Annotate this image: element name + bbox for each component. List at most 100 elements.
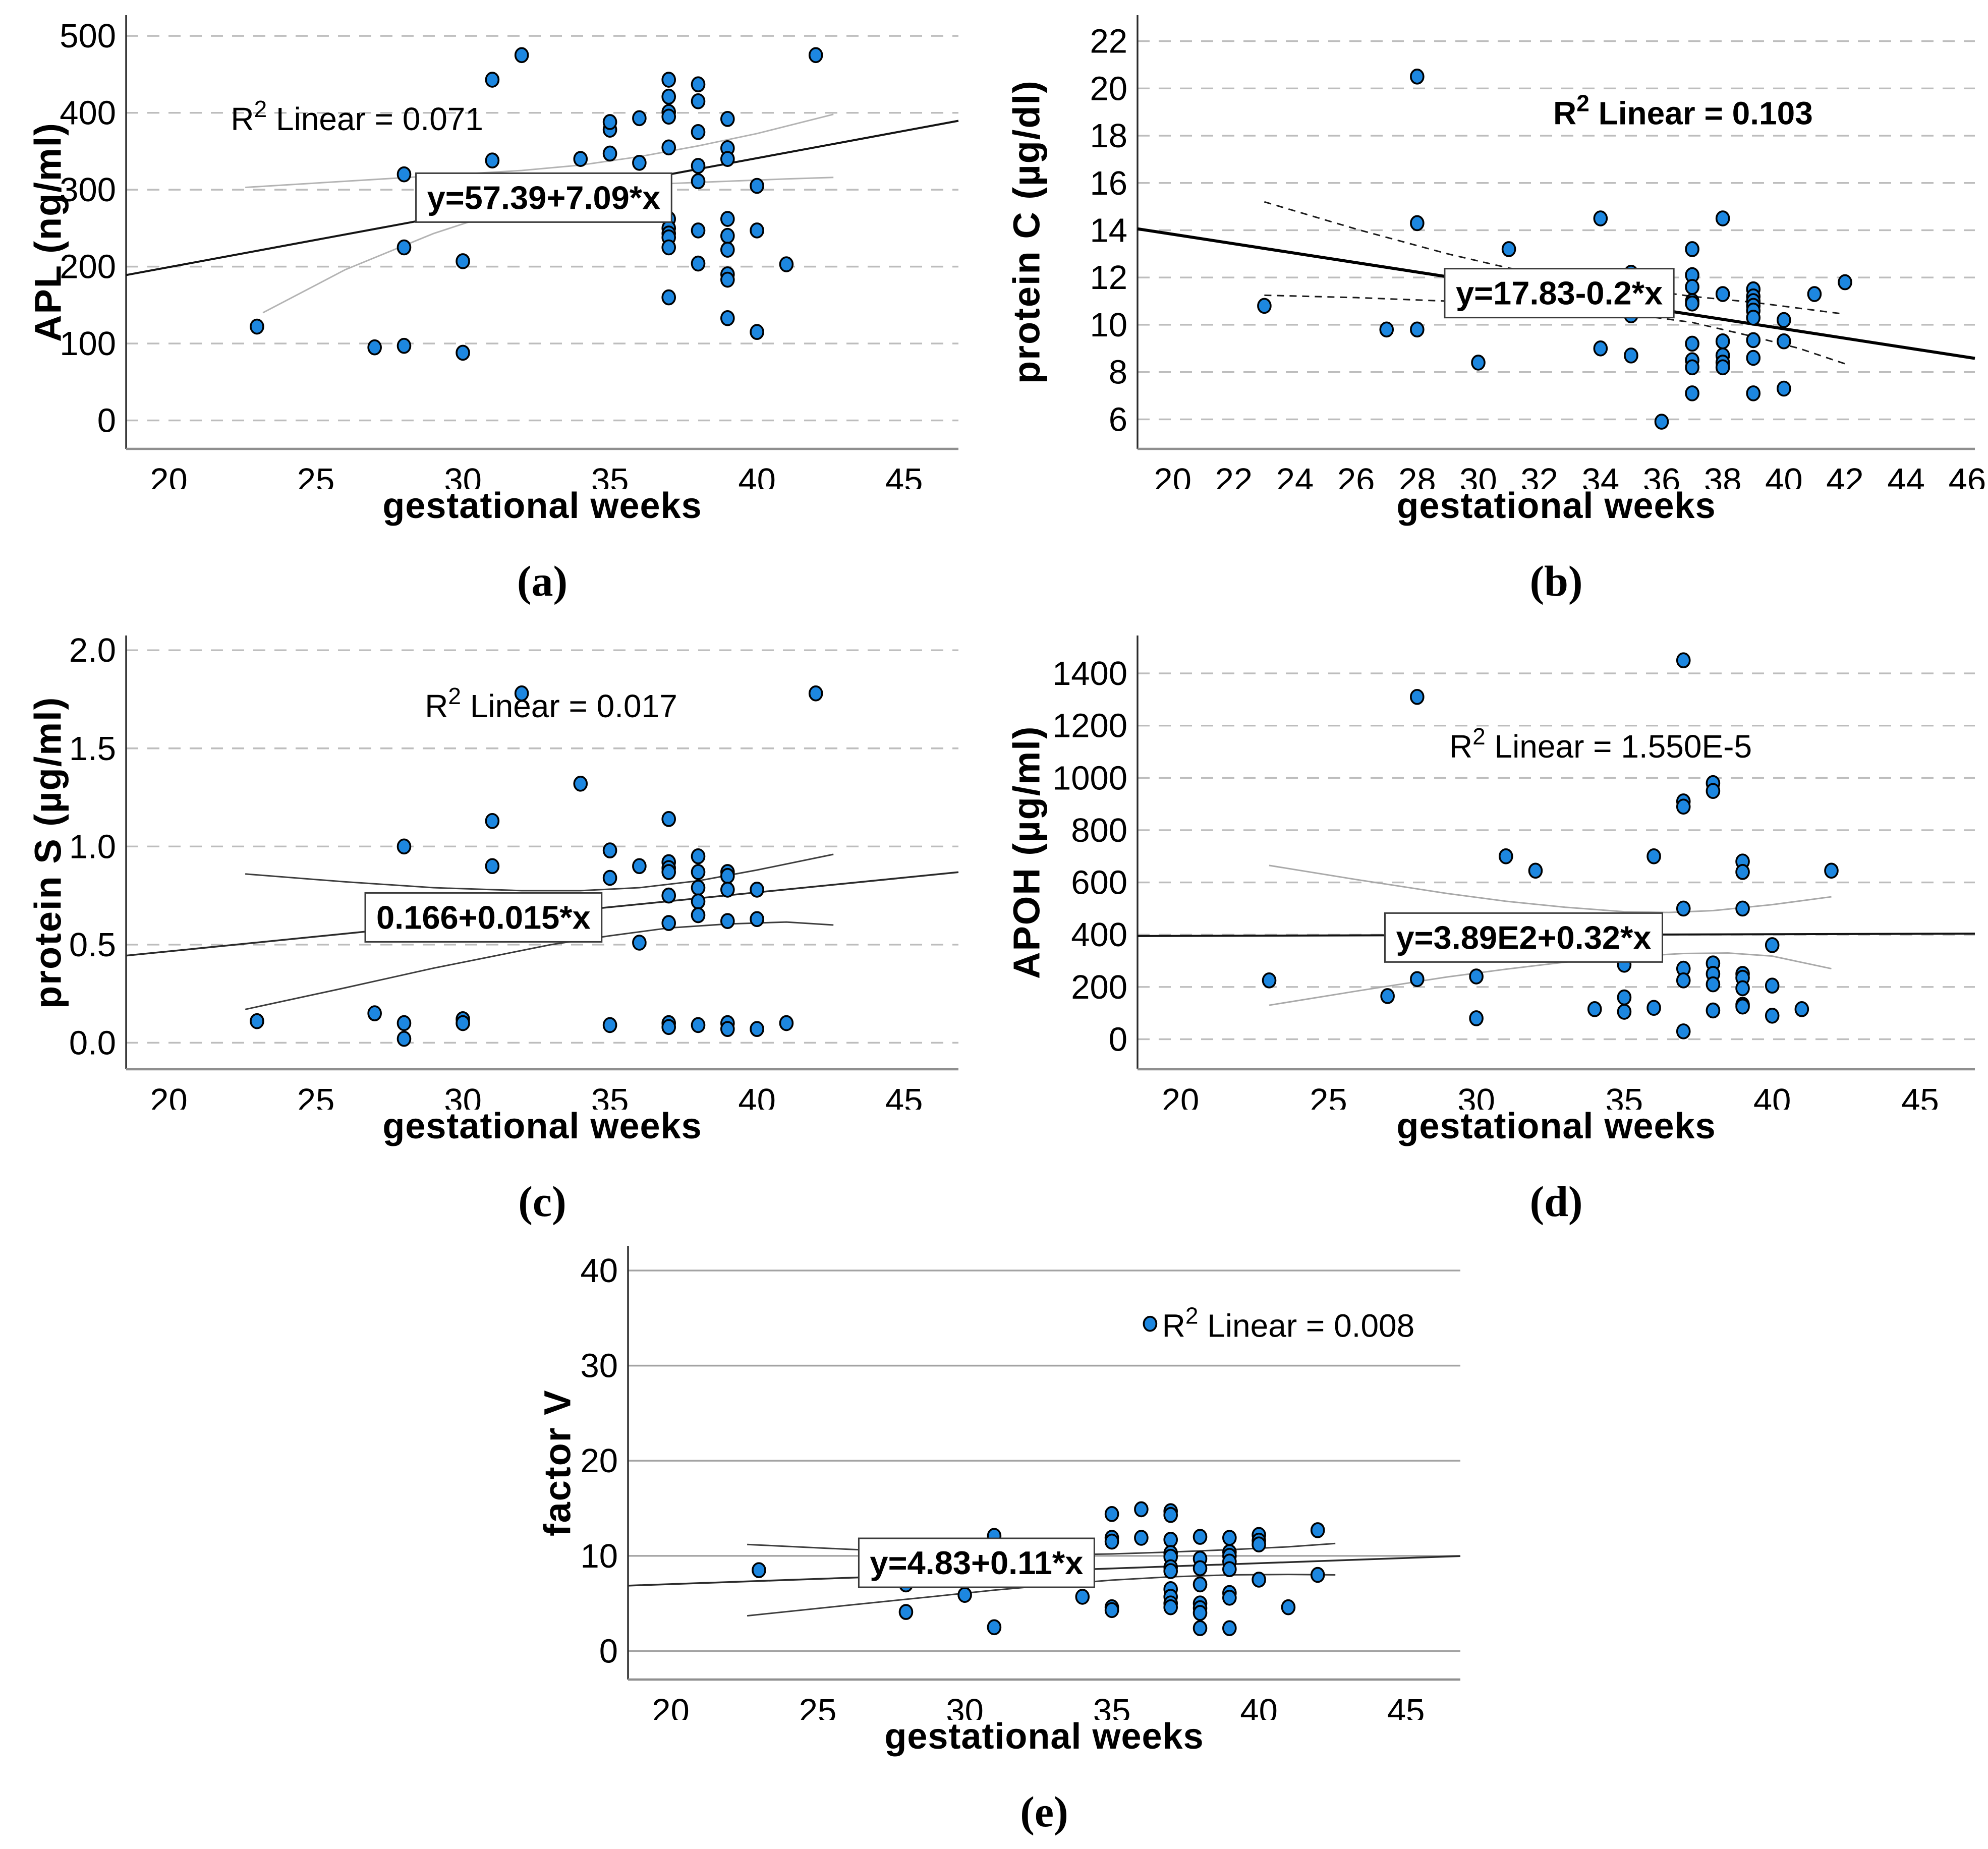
data-point — [1410, 321, 1425, 338]
scatter-plot-c: R2 Linear = 0.017 0.0 0.5 1.0 1.5 2.0 20 25 30 35… — [69, 631, 959, 1110]
data-point — [720, 310, 735, 326]
data-point — [1163, 1599, 1178, 1615]
data-point — [808, 685, 823, 702]
y-tick-label: 500 — [60, 17, 116, 55]
data-point — [720, 227, 735, 244]
data-point — [1746, 350, 1761, 366]
y-tick-label: 1400 — [1052, 655, 1127, 692]
equation-box — [858, 1537, 1095, 1588]
data-point — [1104, 1533, 1119, 1550]
data-point — [661, 139, 676, 156]
data-point — [1471, 355, 1486, 371]
data-point — [396, 1030, 412, 1047]
data-point — [1685, 335, 1699, 352]
data-point — [602, 1017, 617, 1033]
data-point — [1777, 380, 1791, 397]
x-tick-label: 20 — [150, 1082, 188, 1110]
data-point — [1676, 798, 1691, 815]
data-point — [1593, 210, 1608, 226]
data-point — [1706, 976, 1721, 993]
data-point — [1685, 385, 1699, 401]
data-point — [1715, 333, 1730, 350]
data-point — [1528, 862, 1543, 879]
data-point — [1706, 1002, 1721, 1019]
x-axis-title: gestational weeks — [382, 1106, 702, 1146]
data-point — [1410, 69, 1425, 85]
panel-e: factor V R2 Linear = 0.008 0 10 20 30 40 20 25 3… — [520, 1236, 1478, 1849]
data-point — [1706, 783, 1721, 799]
data-point — [1410, 971, 1425, 988]
data-point — [1192, 1620, 1208, 1636]
equation-label: 0.166+0.015*x — [376, 899, 591, 936]
data-point — [750, 178, 764, 194]
y-tick-label: 400 — [1071, 916, 1127, 954]
data-point — [1310, 1567, 1325, 1583]
data-point — [573, 776, 588, 792]
x-tick-label: 24 — [1276, 461, 1314, 489]
equation-box — [364, 892, 603, 943]
data-point — [1281, 1599, 1296, 1615]
data-point — [1646, 1000, 1661, 1016]
x-tick-label: 30 — [444, 1082, 482, 1110]
x-tick-label: 30 — [444, 461, 482, 489]
y-tick-label: 0.0 — [69, 1024, 116, 1062]
data-point — [779, 256, 794, 272]
data-point — [396, 166, 412, 183]
panel-b: protein C (µg/dl) R2 Linear = 0.103 6 8 10 1… — [989, 5, 1988, 620]
data-point — [691, 222, 706, 239]
y-tick-label: 1200 — [1052, 707, 1127, 745]
data-point — [1807, 286, 1822, 302]
r-squared-label: R2 Linear = 0.008 — [1162, 1302, 1415, 1344]
data-point — [1163, 1507, 1178, 1523]
data-point — [691, 893, 706, 910]
x-tick-label: 35 — [1093, 1692, 1131, 1720]
y-tick-label: 22 — [1090, 23, 1127, 61]
data-point — [1469, 1010, 1484, 1026]
data-point — [1192, 1605, 1208, 1621]
y-tick-label: 200 — [60, 248, 116, 286]
data-point — [514, 47, 529, 64]
data-point — [1646, 848, 1661, 864]
data-point — [1379, 321, 1394, 338]
data-point — [1735, 864, 1750, 880]
data-point — [1252, 1572, 1266, 1588]
data-point — [1192, 1560, 1208, 1577]
x-tick-label: 26 — [1337, 461, 1375, 489]
x-axis-title: gestational weeks — [382, 486, 702, 526]
data-point — [1765, 977, 1780, 994]
data-point — [691, 158, 706, 174]
data-point — [808, 47, 823, 64]
data-point — [1498, 848, 1513, 864]
data-point — [485, 813, 500, 829]
data-point — [632, 110, 647, 127]
y-tick-label: 2.0 — [69, 631, 116, 669]
data-point — [720, 211, 735, 227]
data-point — [1715, 210, 1730, 226]
x-tick-label: 32 — [1520, 461, 1558, 489]
r-squared-label: R2 Linear = 0.071 — [231, 96, 483, 137]
x-tick-label: 25 — [297, 1082, 335, 1110]
data-point — [720, 882, 735, 898]
data-point — [1143, 1315, 1158, 1332]
y-tick-label: 1.0 — [69, 828, 116, 865]
data-point — [485, 72, 500, 88]
data-point — [661, 239, 676, 256]
x-tick-label: 30 — [1457, 1082, 1495, 1110]
data-point — [1735, 980, 1750, 997]
data-point — [987, 1619, 1002, 1636]
data-point — [632, 858, 647, 875]
data-point — [1676, 1023, 1691, 1039]
data-point — [720, 271, 735, 288]
equation-label: y=4.83+0.11*x — [870, 1544, 1083, 1581]
x-axis-title: gestational weeks — [1396, 1106, 1716, 1146]
data-point — [1192, 1529, 1208, 1545]
data-point — [1685, 295, 1699, 312]
data-point — [1469, 968, 1484, 985]
y-tick-label: 20 — [580, 1442, 618, 1480]
y-tick-label: 0.5 — [69, 926, 116, 964]
data-point — [750, 222, 764, 239]
data-point — [514, 685, 529, 702]
y-tick-label: 18 — [1090, 117, 1127, 155]
panel-a: APL (ng/ml) R2 Linear = 0.071 0 100 200 300 4… — [10, 5, 969, 620]
x-tick-label: 45 — [1387, 1692, 1425, 1720]
